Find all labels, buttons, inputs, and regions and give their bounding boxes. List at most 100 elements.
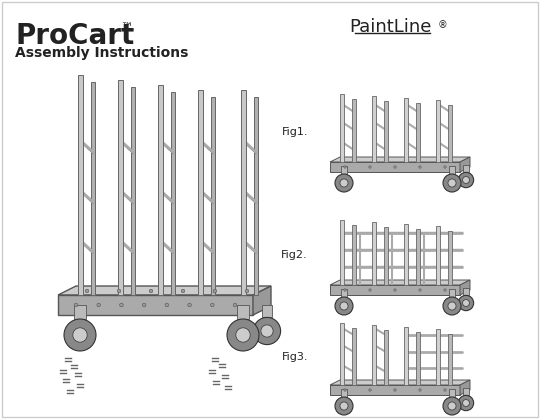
Circle shape xyxy=(419,389,421,391)
Text: ™: ™ xyxy=(120,22,132,35)
Text: Assembly Instructions: Assembly Instructions xyxy=(15,46,188,60)
Circle shape xyxy=(448,179,456,187)
Circle shape xyxy=(340,179,348,187)
Text: PaintLine: PaintLine xyxy=(349,18,431,36)
Polygon shape xyxy=(404,98,408,162)
Circle shape xyxy=(344,166,346,168)
Circle shape xyxy=(64,319,96,351)
Polygon shape xyxy=(416,103,420,162)
Circle shape xyxy=(335,297,353,315)
Circle shape xyxy=(227,319,259,351)
Circle shape xyxy=(143,303,146,307)
Circle shape xyxy=(369,166,371,168)
Polygon shape xyxy=(118,80,123,295)
Circle shape xyxy=(340,402,348,410)
Polygon shape xyxy=(240,90,246,295)
Polygon shape xyxy=(330,280,470,285)
Text: ProCart: ProCart xyxy=(15,22,134,50)
Polygon shape xyxy=(460,280,470,295)
Circle shape xyxy=(85,289,89,293)
Polygon shape xyxy=(352,99,356,162)
Polygon shape xyxy=(238,305,248,319)
Polygon shape xyxy=(253,286,271,315)
Circle shape xyxy=(463,300,469,306)
Polygon shape xyxy=(91,82,95,295)
Polygon shape xyxy=(131,87,135,295)
Polygon shape xyxy=(171,92,175,295)
Polygon shape xyxy=(372,222,376,285)
Circle shape xyxy=(188,303,191,307)
Circle shape xyxy=(97,303,100,307)
Polygon shape xyxy=(463,288,469,295)
Polygon shape xyxy=(463,388,469,396)
Circle shape xyxy=(448,302,456,310)
Polygon shape xyxy=(384,227,388,285)
Polygon shape xyxy=(416,229,420,285)
Circle shape xyxy=(458,172,474,188)
Circle shape xyxy=(253,318,281,344)
Polygon shape xyxy=(463,166,469,172)
Polygon shape xyxy=(254,97,258,295)
Polygon shape xyxy=(352,328,356,385)
Circle shape xyxy=(444,289,446,291)
Text: ®: ® xyxy=(438,20,448,30)
Circle shape xyxy=(165,303,168,307)
Polygon shape xyxy=(78,75,83,295)
Circle shape xyxy=(444,389,446,391)
Text: Fig1.: Fig1. xyxy=(281,127,308,137)
Text: Fig2.: Fig2. xyxy=(281,250,308,260)
Circle shape xyxy=(419,289,421,291)
Polygon shape xyxy=(460,157,470,172)
Polygon shape xyxy=(436,329,440,385)
Circle shape xyxy=(74,303,78,307)
Circle shape xyxy=(419,166,421,168)
Circle shape xyxy=(344,289,346,291)
Circle shape xyxy=(335,397,353,415)
Polygon shape xyxy=(416,332,420,385)
Circle shape xyxy=(394,389,396,391)
Polygon shape xyxy=(330,285,460,295)
Polygon shape xyxy=(340,220,344,285)
Circle shape xyxy=(233,303,237,307)
Polygon shape xyxy=(330,385,460,395)
Circle shape xyxy=(340,302,348,310)
Polygon shape xyxy=(384,330,388,385)
Polygon shape xyxy=(449,166,455,174)
Circle shape xyxy=(369,389,371,391)
Polygon shape xyxy=(449,389,455,397)
Polygon shape xyxy=(404,224,408,285)
Polygon shape xyxy=(340,94,344,162)
Circle shape xyxy=(261,325,273,337)
Circle shape xyxy=(245,289,249,293)
Polygon shape xyxy=(448,105,452,162)
Circle shape xyxy=(335,174,353,192)
Circle shape xyxy=(344,389,346,391)
Circle shape xyxy=(443,174,461,192)
Polygon shape xyxy=(404,327,408,385)
Polygon shape xyxy=(341,389,347,397)
Polygon shape xyxy=(330,380,470,385)
Circle shape xyxy=(448,402,456,410)
Polygon shape xyxy=(449,289,455,297)
Circle shape xyxy=(369,289,371,291)
Circle shape xyxy=(394,289,396,291)
Polygon shape xyxy=(460,380,470,395)
Circle shape xyxy=(458,396,474,411)
Circle shape xyxy=(458,295,474,310)
Circle shape xyxy=(236,328,250,342)
Circle shape xyxy=(117,289,121,293)
Circle shape xyxy=(73,328,87,342)
Polygon shape xyxy=(341,289,347,297)
Polygon shape xyxy=(262,305,272,318)
Polygon shape xyxy=(448,334,452,385)
Circle shape xyxy=(444,166,446,168)
Polygon shape xyxy=(436,226,440,285)
Polygon shape xyxy=(330,162,460,172)
Polygon shape xyxy=(58,286,271,295)
Circle shape xyxy=(394,166,396,168)
Polygon shape xyxy=(372,325,376,385)
Polygon shape xyxy=(436,100,440,162)
Polygon shape xyxy=(341,166,347,174)
Circle shape xyxy=(443,397,461,415)
Polygon shape xyxy=(352,225,356,285)
